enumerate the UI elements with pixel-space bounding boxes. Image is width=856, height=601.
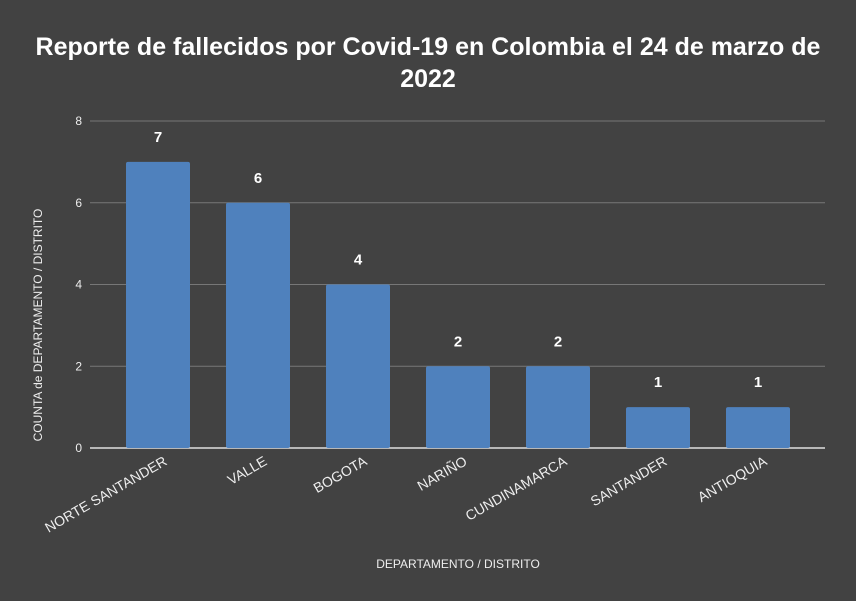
- x-tick-label: NORTE SANTANDER: [42, 453, 169, 536]
- bar: [626, 407, 690, 448]
- chart-title-line-1: Reporte de fallecidos por Covid-19 en Co…: [36, 33, 821, 61]
- x-tick-label: NARIÑO: [414, 453, 469, 494]
- x-tick-label: SANTANDER: [588, 453, 670, 510]
- bar: [126, 161, 190, 448]
- y-tick-label: 4: [75, 278, 82, 292]
- bar: [426, 366, 490, 448]
- y-tick-label: 2: [75, 359, 82, 373]
- y-axis-label: COUNTA de DEPARTAMENTO / DISTRITO: [31, 209, 45, 442]
- chart-title-line-2: 2022: [400, 65, 456, 93]
- x-tick-label: BOGOTA: [311, 452, 371, 496]
- bar: [526, 366, 590, 448]
- bar: [726, 407, 790, 448]
- data-label: 4: [354, 252, 363, 269]
- data-label: 2: [454, 333, 462, 350]
- y-tick-label: 0: [75, 441, 82, 455]
- data-label: 6: [254, 170, 262, 187]
- data-label: 7: [154, 129, 162, 146]
- bar: [326, 284, 390, 448]
- y-tick-label: 6: [75, 196, 82, 210]
- x-tick-label: CUNDINAMARCA: [462, 452, 570, 523]
- x-axis-label: DEPARTAMENTO / DISTRITO: [376, 557, 540, 571]
- x-tick-label: VALLE: [225, 453, 270, 488]
- data-label: 1: [754, 374, 762, 391]
- x-tick-label: ANTIOQUIA: [695, 452, 770, 505]
- y-tick-label: 8: [75, 114, 82, 128]
- data-label: 2: [554, 333, 562, 350]
- bar: [226, 202, 290, 448]
- data-label: 1: [654, 374, 662, 391]
